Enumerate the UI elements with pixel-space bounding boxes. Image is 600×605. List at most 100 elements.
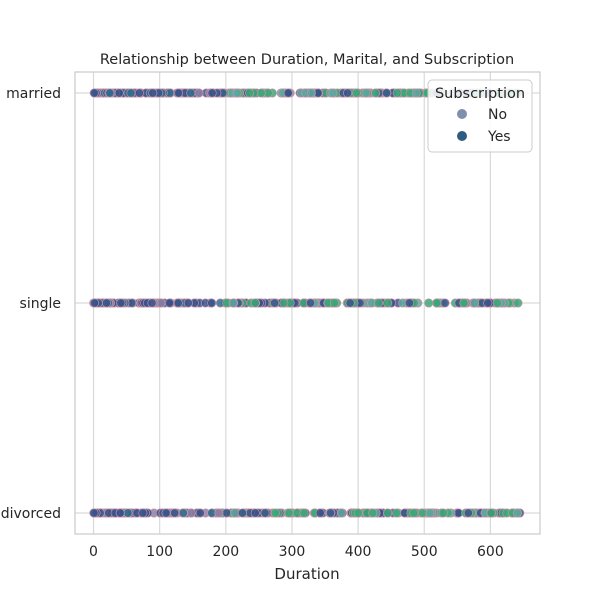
data-point bbox=[222, 508, 232, 518]
data-point bbox=[250, 298, 260, 308]
data-point bbox=[147, 298, 157, 308]
data-point bbox=[90, 298, 100, 308]
data-point bbox=[345, 298, 355, 308]
data-point bbox=[383, 298, 393, 308]
data-point bbox=[230, 508, 240, 518]
data-point bbox=[343, 88, 353, 98]
legend-label-yes: Yes bbox=[487, 129, 511, 145]
plot-frame bbox=[74, 71, 541, 535]
data-point bbox=[270, 508, 280, 518]
data-point bbox=[374, 298, 384, 308]
x-tick-label: 0 bbox=[89, 544, 98, 560]
x-tick-label: 300 bbox=[279, 544, 306, 560]
legend-title: Subscription bbox=[435, 86, 525, 102]
data-point bbox=[440, 298, 450, 308]
x-tick-labels: 0 100 200 300 400 500 600 bbox=[89, 544, 504, 560]
x-tick-label: 400 bbox=[345, 544, 372, 560]
data-point bbox=[173, 298, 183, 308]
data-point bbox=[245, 88, 255, 98]
data-point bbox=[432, 298, 442, 308]
data-point bbox=[170, 508, 180, 518]
data-point bbox=[411, 88, 421, 98]
data-point bbox=[194, 88, 204, 98]
data-point bbox=[260, 508, 270, 518]
x-tick-label: 500 bbox=[411, 544, 438, 560]
data-point bbox=[148, 88, 158, 98]
legend-marker-yes bbox=[457, 131, 467, 141]
y-tick-label: divorced bbox=[1, 506, 61, 522]
data-point bbox=[126, 88, 136, 98]
data-point bbox=[186, 88, 196, 98]
data-point bbox=[315, 508, 325, 518]
data-point bbox=[284, 508, 294, 518]
data-point bbox=[89, 88, 99, 98]
data-point bbox=[361, 88, 371, 98]
data-point bbox=[512, 508, 522, 518]
legend-label-no: No bbox=[488, 107, 507, 123]
x-tick-label: 600 bbox=[477, 544, 504, 560]
data-point bbox=[161, 508, 171, 518]
data-point bbox=[228, 298, 238, 308]
data-point bbox=[513, 298, 523, 308]
data-point bbox=[424, 298, 434, 308]
data-point bbox=[463, 508, 473, 518]
data-point bbox=[89, 508, 99, 518]
data-point bbox=[207, 298, 217, 308]
data-point bbox=[306, 88, 316, 98]
x-tick-label: 100 bbox=[146, 544, 173, 560]
data-point bbox=[409, 508, 419, 518]
data-point bbox=[383, 508, 393, 518]
data-point bbox=[279, 298, 289, 308]
legend-box bbox=[427, 79, 533, 153]
x-tick-label: 200 bbox=[212, 544, 239, 560]
data-point bbox=[492, 298, 502, 308]
data-point bbox=[250, 508, 260, 518]
y-tick-label: married bbox=[6, 86, 61, 102]
data-point bbox=[232, 88, 242, 98]
data-point bbox=[134, 88, 144, 98]
data-point bbox=[371, 88, 381, 98]
chart-title: Relationship between Duration, Marital, … bbox=[100, 52, 514, 68]
data-point bbox=[164, 298, 175, 308]
data-point bbox=[469, 298, 480, 308]
data-point bbox=[483, 298, 493, 308]
data-point bbox=[392, 508, 402, 518]
data-point bbox=[138, 508, 148, 518]
data-point bbox=[392, 88, 402, 98]
data-point bbox=[425, 508, 435, 518]
data-point bbox=[173, 88, 184, 98]
data-point bbox=[270, 298, 280, 308]
data-point bbox=[404, 298, 414, 308]
data-point bbox=[305, 298, 316, 308]
y-tick-labels: married single divorced bbox=[1, 86, 61, 522]
y-tick-label: single bbox=[20, 296, 61, 312]
data-point bbox=[329, 298, 339, 308]
data-point bbox=[368, 508, 378, 518]
data-point bbox=[299, 508, 309, 518]
data-point bbox=[237, 508, 247, 518]
data-point bbox=[326, 508, 336, 518]
data-point bbox=[178, 508, 188, 518]
data-point bbox=[351, 88, 362, 98]
data-point bbox=[486, 508, 496, 518]
data-point bbox=[438, 508, 448, 518]
data-point bbox=[123, 508, 133, 518]
data-point bbox=[382, 88, 392, 98]
x-axis-label: Duration bbox=[274, 565, 339, 583]
data-point bbox=[105, 88, 115, 98]
data-point bbox=[114, 88, 124, 98]
data-point bbox=[328, 88, 338, 98]
data-point bbox=[101, 298, 112, 308]
data-point bbox=[459, 298, 469, 308]
data-points bbox=[89, 88, 525, 518]
legend-marker-no bbox=[457, 109, 467, 119]
data-point bbox=[207, 88, 217, 98]
data-point bbox=[195, 508, 205, 518]
data-point bbox=[283, 88, 293, 98]
data-point bbox=[336, 508, 346, 518]
data-point bbox=[214, 508, 224, 518]
data-point bbox=[116, 298, 126, 308]
data-point bbox=[115, 508, 125, 518]
